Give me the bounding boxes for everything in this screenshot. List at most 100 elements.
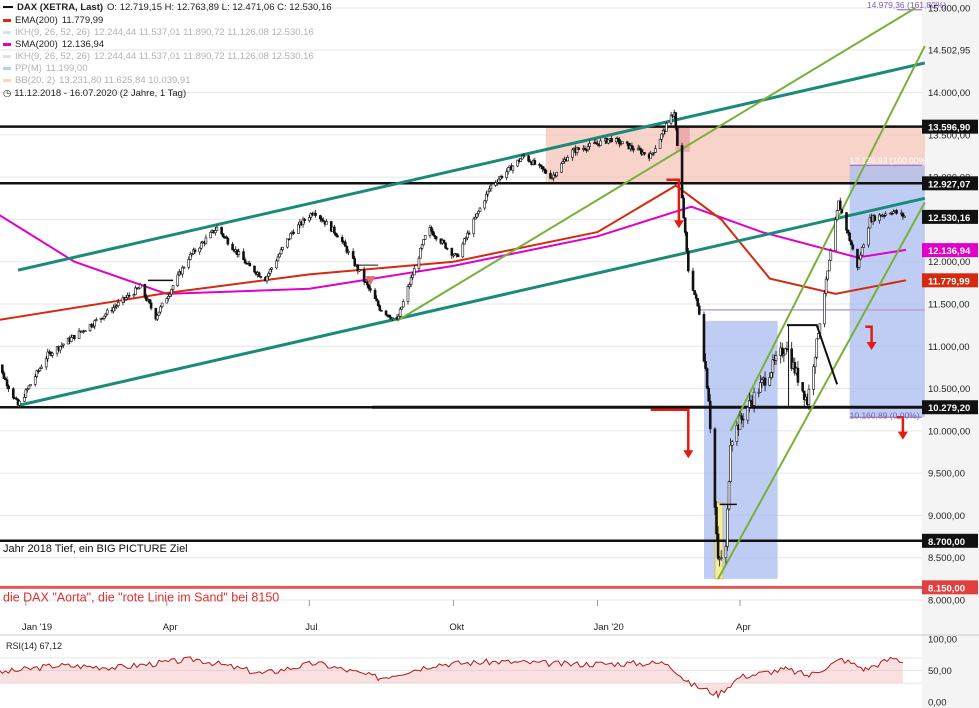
level-label-bg xyxy=(922,400,978,415)
legend-ikh-1-label: IKH(9, 26, 52, 26) xyxy=(15,27,90,38)
legend-bb-values: 13.231,80 11.625,84 10.039,91 xyxy=(59,75,191,86)
period-text: 11.12.2018 - 16.07.2020 (2 Jahre, 1 Tag) xyxy=(14,88,187,99)
candle-body xyxy=(550,177,554,180)
x-tick-label: Jan '20 xyxy=(593,622,623,633)
legend-ema200-label: EMA(200) xyxy=(15,15,58,26)
legend-ikh-2-label: IKH(9, 26, 52, 26) xyxy=(15,51,90,62)
candle-body xyxy=(309,213,313,218)
candle-body xyxy=(314,213,317,216)
candle-body xyxy=(489,184,493,190)
candle-body xyxy=(84,330,87,333)
candle-body xyxy=(268,269,272,274)
candle-body xyxy=(270,267,274,270)
candle-body xyxy=(494,182,497,186)
legend-ema200-value: 11.779,99 xyxy=(61,15,104,26)
candle-body xyxy=(674,112,678,129)
red-arrow-head xyxy=(866,341,877,350)
candle-body xyxy=(401,301,405,308)
candle-body xyxy=(138,284,142,289)
candle-body xyxy=(840,209,844,213)
x-tick-label: Apr xyxy=(163,622,178,633)
candle-body xyxy=(785,348,789,350)
candle-body xyxy=(214,230,217,233)
candle-body xyxy=(301,218,305,225)
y-axis: 8.000,00 8.500,00 9.000,00 9.500,00 10.000,0… xyxy=(928,4,970,607)
rsi-tick-label: 50,00 xyxy=(928,666,952,677)
candle-body xyxy=(652,152,656,154)
rsi-line xyxy=(0,656,903,700)
candle-body xyxy=(226,238,230,245)
legend-ikh-1[interactable]: IKH(9, 26, 52, 26) 12.244,44 11.537,01 11… xyxy=(3,27,314,39)
red-arrow xyxy=(896,416,905,438)
legend-pp[interactable]: PP(M) 11.199,00 xyxy=(3,63,87,75)
candle-body xyxy=(124,297,128,300)
y-tick-label: 14.000,00 xyxy=(928,88,970,99)
candle-body xyxy=(60,344,64,347)
candle-body xyxy=(423,235,427,240)
candle-body xyxy=(176,274,180,287)
candle-body xyxy=(738,415,742,430)
candle-body xyxy=(132,294,136,297)
candle-body xyxy=(802,390,806,400)
candle-body xyxy=(209,232,212,239)
candle-body xyxy=(303,218,306,221)
y-tick-label: 14.502,95 xyxy=(928,46,970,57)
candle-body xyxy=(541,166,544,170)
candle-body xyxy=(693,290,696,295)
legend-ikh-2[interactable]: IKH(9, 26, 52, 26) 12.244,44 11.537,01 11… xyxy=(3,51,314,63)
candle-body xyxy=(697,305,701,315)
candle-body xyxy=(472,218,476,235)
candle-body xyxy=(812,366,815,390)
candle-body xyxy=(483,200,487,209)
candle-body xyxy=(702,314,706,362)
candle-body xyxy=(838,200,842,210)
candle-body xyxy=(104,313,108,317)
candle-body xyxy=(287,238,291,241)
red-arrow-head xyxy=(673,220,684,229)
candle-body xyxy=(770,372,773,378)
candle-body xyxy=(521,155,524,160)
triangle-pattern xyxy=(787,324,839,385)
candle-body xyxy=(625,141,629,144)
level-label: 8.700,00 xyxy=(928,537,965,548)
legend-ema200[interactable]: EMA(200) 11.779,99 xyxy=(3,15,103,27)
candle-body xyxy=(188,253,192,260)
candle-body xyxy=(29,384,32,387)
candle-body xyxy=(351,251,355,259)
candle-body xyxy=(707,387,710,402)
candle-body xyxy=(5,379,9,387)
price-series xyxy=(1,109,906,567)
legend-bb[interactable]: BB(20, 2) 13.231,80 11.625,84 10.039,91 xyxy=(3,75,191,87)
value-label: 12.136,94 xyxy=(928,246,971,257)
candle-body xyxy=(318,215,322,220)
candle-body xyxy=(160,302,164,308)
candle-body xyxy=(167,296,170,299)
candle-body xyxy=(477,210,480,214)
candle-body xyxy=(716,533,720,559)
candle-body xyxy=(456,254,460,258)
candle-body xyxy=(248,262,252,267)
value-label-bg xyxy=(922,243,978,258)
candle-body xyxy=(434,236,438,240)
y-tick-label: 9.000,00 xyxy=(928,511,965,522)
y-tick-label: 10.000,00 xyxy=(928,426,970,437)
candle-body xyxy=(145,296,148,301)
level-label: 13.596,90 xyxy=(928,123,970,134)
candle-body xyxy=(445,247,449,250)
candle-body xyxy=(650,152,654,155)
legend-sma200[interactable]: SMA(200) 12.136,94 xyxy=(3,39,104,51)
candle-body xyxy=(610,138,613,143)
candle-body xyxy=(475,213,479,218)
candle-body xyxy=(170,289,173,295)
candle-body xyxy=(121,297,125,303)
candle-body xyxy=(607,139,610,144)
candle-body xyxy=(752,391,756,406)
candle-body xyxy=(344,241,347,247)
candle-body xyxy=(660,133,663,140)
ikh-swatch-icon xyxy=(3,54,11,58)
candle-body xyxy=(444,242,447,249)
candle-body xyxy=(533,160,537,165)
fib-label: 10.160,89 (0,00%) xyxy=(850,410,920,420)
candle-body xyxy=(665,122,668,132)
